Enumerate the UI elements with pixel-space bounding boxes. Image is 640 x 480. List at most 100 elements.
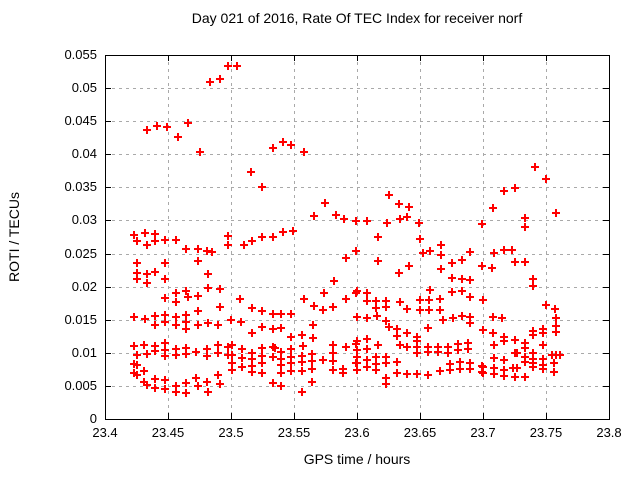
marker bbox=[446, 366, 454, 374]
marker bbox=[458, 275, 466, 283]
marker bbox=[141, 229, 149, 237]
marker bbox=[194, 307, 202, 315]
marker bbox=[511, 373, 519, 381]
y-tick-label: 0.005 bbox=[64, 378, 97, 393]
marker bbox=[551, 305, 559, 313]
y-tick-label: 0.055 bbox=[64, 47, 97, 62]
marker bbox=[182, 389, 190, 397]
marker bbox=[539, 329, 547, 337]
y-tick-label: 0.025 bbox=[64, 246, 97, 261]
marker bbox=[151, 384, 159, 392]
marker bbox=[353, 287, 361, 295]
marker bbox=[416, 235, 424, 243]
marker bbox=[161, 339, 169, 347]
marker bbox=[161, 275, 169, 283]
marker bbox=[182, 311, 190, 319]
y-tick-label: 0.015 bbox=[64, 312, 97, 327]
marker bbox=[174, 133, 182, 141]
x-tick-label: 23.45 bbox=[152, 425, 185, 440]
marker bbox=[204, 388, 212, 396]
marker bbox=[206, 78, 214, 86]
marker bbox=[172, 388, 180, 396]
marker bbox=[329, 366, 337, 374]
marker bbox=[141, 315, 149, 323]
marker bbox=[224, 62, 232, 70]
marker bbox=[363, 217, 371, 225]
marker bbox=[416, 306, 424, 314]
marker bbox=[500, 187, 508, 195]
marker bbox=[521, 214, 529, 222]
marker bbox=[448, 274, 456, 282]
marker bbox=[216, 75, 224, 83]
marker bbox=[309, 321, 317, 329]
marker bbox=[298, 331, 306, 339]
marker bbox=[437, 265, 445, 273]
marker bbox=[363, 297, 371, 305]
marker bbox=[130, 313, 138, 321]
marker bbox=[539, 365, 547, 373]
marker bbox=[352, 247, 360, 255]
marker bbox=[353, 313, 361, 321]
y-tick-label: 0.02 bbox=[72, 279, 97, 294]
x-tick-labels: 23.4 23.45 23.5 23.55 23.6 23.65 23.7 23.75 23.8 bbox=[92, 425, 621, 440]
marker bbox=[529, 275, 537, 283]
marker bbox=[172, 351, 180, 359]
chart-title: Day 021 of 2016, Rate Of TEC Index for r… bbox=[191, 10, 523, 26]
marker bbox=[529, 331, 537, 339]
marker bbox=[194, 292, 202, 300]
marker bbox=[248, 304, 256, 312]
marker bbox=[224, 232, 232, 240]
marker bbox=[228, 341, 236, 349]
marker bbox=[308, 378, 316, 386]
marker bbox=[233, 62, 241, 70]
x-tick-label: 23.6 bbox=[344, 425, 369, 440]
marker bbox=[508, 246, 516, 254]
marker bbox=[269, 310, 277, 318]
marker bbox=[437, 251, 445, 259]
marker bbox=[237, 318, 245, 326]
marker bbox=[395, 269, 403, 277]
marker bbox=[172, 313, 180, 321]
marker bbox=[277, 382, 285, 390]
marker bbox=[363, 335, 371, 343]
marker bbox=[143, 270, 151, 278]
marker bbox=[196, 148, 204, 156]
marker bbox=[248, 355, 256, 363]
y-tick-label: 0.035 bbox=[64, 179, 97, 194]
marker bbox=[151, 347, 159, 355]
marker bbox=[140, 341, 148, 349]
marker bbox=[319, 306, 327, 314]
marker bbox=[182, 287, 190, 295]
marker bbox=[203, 345, 211, 353]
marker bbox=[271, 344, 279, 352]
marker bbox=[385, 323, 393, 331]
marker bbox=[151, 237, 159, 245]
marker bbox=[289, 227, 297, 235]
marker bbox=[310, 302, 318, 310]
marker bbox=[269, 379, 277, 387]
marker bbox=[382, 303, 390, 311]
marker bbox=[151, 230, 159, 238]
marker bbox=[298, 388, 306, 396]
marker bbox=[550, 359, 558, 367]
marker bbox=[308, 357, 316, 365]
marker bbox=[363, 356, 371, 364]
marker bbox=[396, 341, 404, 349]
marker bbox=[258, 307, 266, 315]
y-tick-label: 0.03 bbox=[72, 212, 97, 227]
marker bbox=[133, 237, 141, 245]
marker bbox=[309, 334, 317, 342]
marker bbox=[454, 346, 462, 354]
marker bbox=[277, 310, 285, 318]
marker bbox=[466, 319, 474, 327]
marker bbox=[513, 364, 521, 372]
marker bbox=[556, 351, 564, 359]
marker bbox=[330, 277, 338, 285]
marker bbox=[133, 259, 141, 267]
marker bbox=[424, 324, 432, 332]
marker bbox=[466, 248, 474, 256]
marker bbox=[308, 350, 316, 358]
marker bbox=[204, 270, 212, 278]
marker bbox=[552, 314, 560, 322]
marker bbox=[298, 367, 306, 375]
